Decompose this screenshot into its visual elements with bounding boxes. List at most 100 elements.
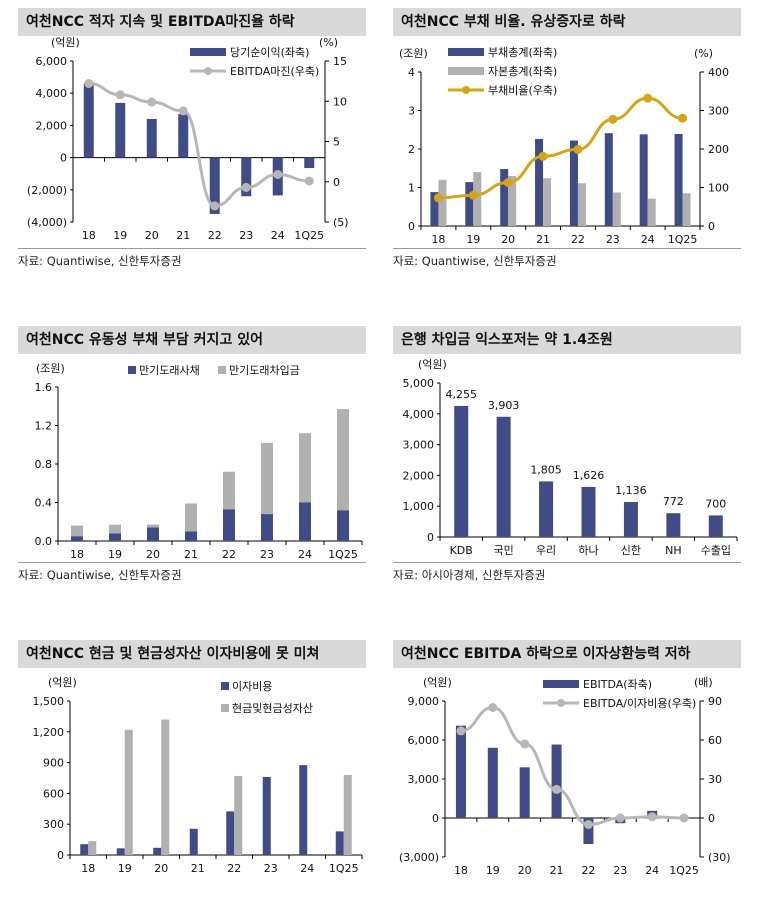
- line-point: [608, 114, 618, 124]
- chart-source: 자료: Quantiwise, 신한투자증권: [18, 568, 182, 582]
- x-tick-label: 1Q25: [668, 233, 698, 246]
- chart-panel-net-income: 여천NCC 적자 지속 및 EBITDA마진율 하락 (억원) (%) 6,000 4…: [18, 0, 388, 290]
- legend-swatch: [221, 704, 229, 712]
- x-tick-label: 우리: [536, 544, 556, 557]
- chart-source: 자료: 아시아경제, 신한투자증권: [393, 568, 546, 582]
- bar-당기순이익(좌축): [83, 83, 94, 158]
- chart-panel-current-liabilities: 여천NCC 유동성 부채 부담 커지고 있어 (조원) 1.6 1.2 0.8 0.4 0…: [18, 318, 388, 608]
- chart-panel-bank-exposure: 은행 차입금 익스포저는 약 1.4조원 (억원) 5,000 4,000 3,000…: [393, 318, 763, 608]
- line-point: [552, 784, 562, 794]
- x-tick-label: 20: [146, 548, 160, 561]
- left-tick-label: 9,000: [408, 695, 440, 708]
- bar-만기도래사채: [337, 510, 349, 541]
- left-axis-unit: (억원): [423, 676, 452, 689]
- bar-이자비용: [262, 776, 271, 855]
- left-axis-unit: (억원): [418, 358, 447, 371]
- x-tick-label: 19: [113, 229, 127, 242]
- left-tick-label: 0.4: [35, 497, 53, 510]
- bar-당기순이익(좌축): [178, 114, 189, 158]
- data-label: 4,255: [445, 388, 477, 401]
- chart-ebitda-coverage: (억원) (배) 9,000 6,000 3,000 0 (3,000) 90 60 30 0 (30…: [399, 676, 731, 877]
- x-tick-label: 20: [154, 862, 168, 875]
- left-tick-label: 2: [408, 143, 415, 156]
- bar-EBITDA(좌축): [487, 747, 498, 818]
- chart-title: 여천NCC 유동성 부채 부담 커지고 있어: [18, 326, 366, 354]
- left-tick-label: 6,000: [408, 734, 440, 747]
- bar-현금및현금성자산: [343, 774, 352, 855]
- left-tick-label: 6,000: [36, 55, 68, 68]
- left-tick-label: 1,200: [33, 726, 65, 739]
- right-tick-label: 10: [333, 95, 347, 108]
- left-tick-label: 900: [43, 757, 64, 770]
- bar-EBITDA(좌축): [583, 818, 594, 844]
- left-tick-label: 4,000: [403, 408, 435, 421]
- line-point: [678, 113, 688, 123]
- x-tick-label: 20: [518, 864, 532, 877]
- bar-당기순이익(좌축): [146, 118, 157, 158]
- bar: [666, 513, 681, 537]
- bar-EBITDA(좌축): [455, 725, 466, 818]
- bar-자본총계(좌축): [543, 178, 552, 226]
- left-tick-label: (3,000): [399, 851, 439, 864]
- line-point: [679, 813, 689, 823]
- bar: [454, 405, 469, 537]
- left-tick-label: 5,000: [403, 377, 435, 390]
- left-tick-label: 1: [408, 182, 415, 195]
- data-label: 1,805: [530, 463, 562, 476]
- data-label: 1,136: [615, 484, 647, 497]
- left-axis-unit: (억원): [51, 36, 80, 49]
- left-tick-label: 4,000: [36, 87, 68, 100]
- right-tick-label: 60: [708, 734, 722, 747]
- x-tick-label: 22: [208, 229, 222, 242]
- divider: [18, 562, 366, 563]
- bar-당기순이익(좌축): [209, 157, 220, 214]
- bar: [496, 416, 511, 537]
- right-tick-label: 300: [708, 105, 729, 118]
- legend-label: 자본총계(좌축): [488, 65, 557, 78]
- x-tick-label: 18: [431, 233, 445, 246]
- bar-현금및현금성자산: [88, 841, 97, 855]
- x-tick-label: 수출입: [701, 544, 731, 557]
- legend-swatch: [128, 366, 136, 374]
- divider: [393, 562, 741, 563]
- left-tick-label: 3: [408, 105, 415, 118]
- line-EBITDA마진(우축): [88, 82, 310, 208]
- left-tick-label: 0.8: [35, 458, 53, 471]
- chart-title: 은행 차입금 익스포저는 약 1.4조원: [393, 326, 741, 354]
- left-axis-unit: (억원): [48, 676, 77, 689]
- data-label: 1,626: [573, 469, 605, 482]
- left-tick-label: 1,500: [33, 695, 65, 708]
- left-tick-label: 2,000: [36, 119, 68, 132]
- bar-만기도래차입금: [71, 525, 83, 537]
- right-tick-label: 15: [333, 55, 347, 68]
- left-tick-label: 0.0: [35, 535, 53, 548]
- bar-부채총계(좌축): [500, 169, 509, 226]
- right-axis-unit: (%): [694, 47, 713, 60]
- data-label: 700: [705, 497, 726, 510]
- legend-swatch: [448, 67, 484, 75]
- right-axis-unit: (배): [694, 676, 713, 689]
- x-tick-label: 22: [222, 548, 236, 561]
- bar-이자비용: [299, 765, 308, 855]
- bar: [539, 481, 554, 537]
- right-tick-label: 5: [333, 136, 340, 149]
- left-axis-unit: (조원): [399, 47, 428, 60]
- x-tick-label: 1Q25: [328, 548, 358, 561]
- x-tick-label: 22: [581, 864, 595, 877]
- legend-swatch: [218, 366, 226, 374]
- bar-만기도래사채: [299, 502, 311, 541]
- x-tick-label: 23: [613, 864, 627, 877]
- x-tick-label: 19: [486, 864, 500, 877]
- bar-만기도래사채: [147, 527, 159, 541]
- divider: [18, 248, 366, 249]
- line-point: [468, 190, 478, 200]
- legend-swatch: [543, 680, 579, 688]
- chart-title: 여천NCC 적자 지속 및 EBITDA마진율 하락: [18, 8, 366, 36]
- line-point: [84, 79, 94, 89]
- left-tick-label: 0: [60, 152, 67, 165]
- x-tick-label: 1Q25: [669, 864, 699, 877]
- right-tick-label: 0: [333, 176, 340, 189]
- x-tick-label: 24: [271, 229, 285, 242]
- x-tick-label: 22: [227, 862, 241, 875]
- right-axis-unit: (%): [319, 36, 338, 49]
